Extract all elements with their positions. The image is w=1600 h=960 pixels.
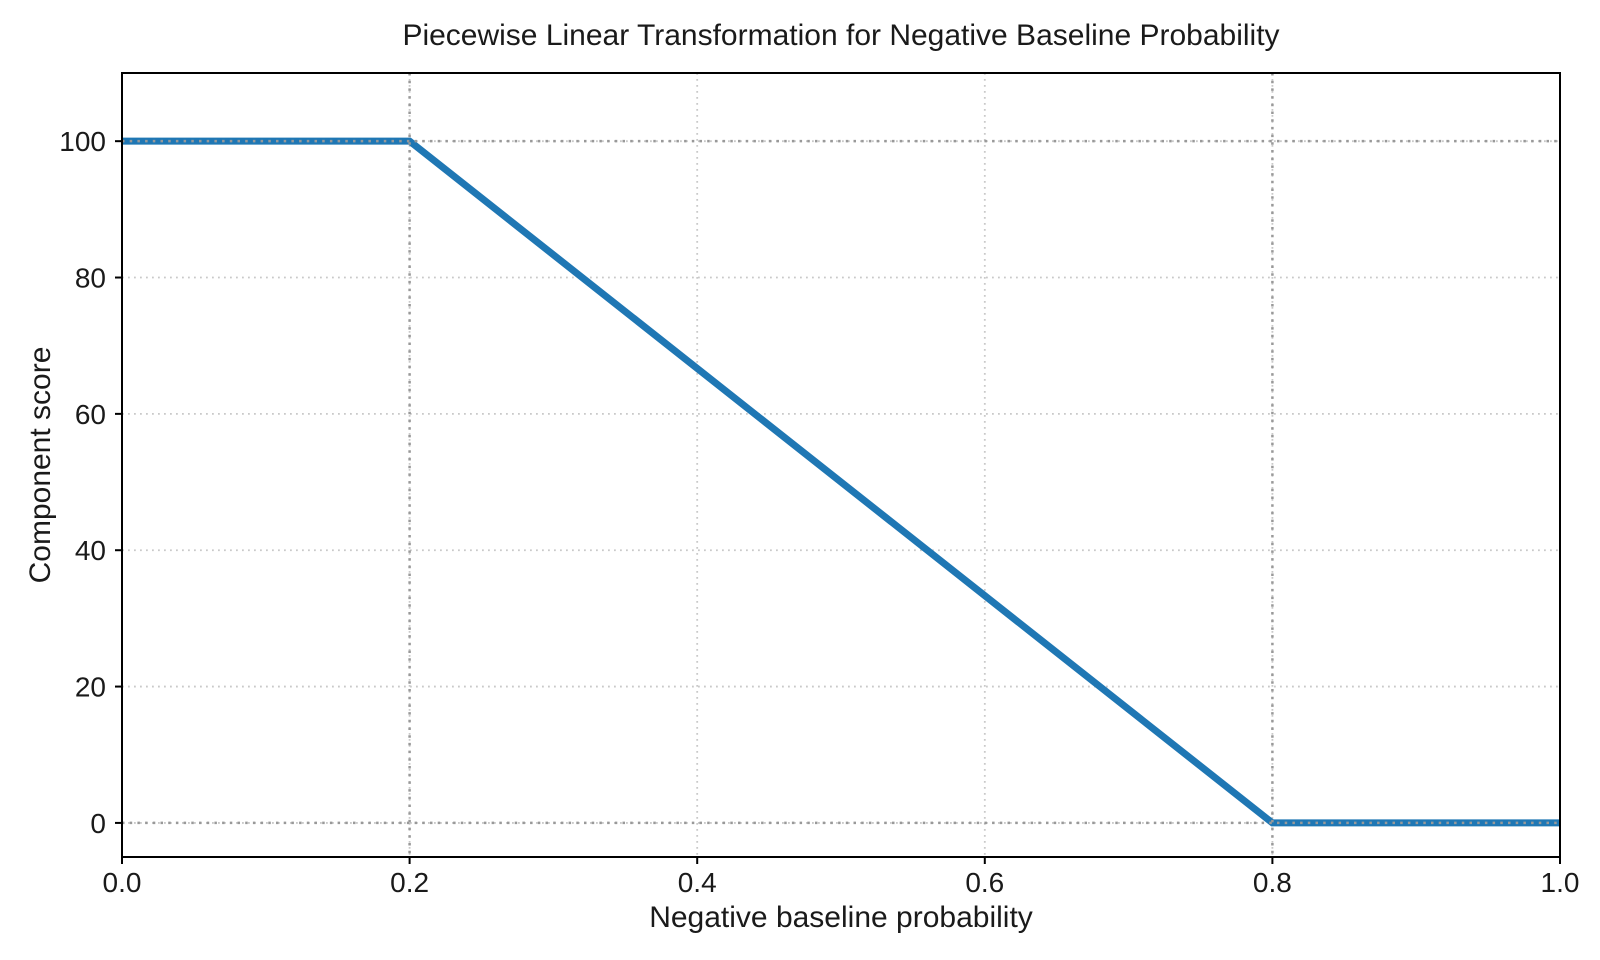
y-tick-label: 40 (75, 535, 106, 566)
grid-layer (121, 73, 1561, 857)
x-tick-label: 0.8 (1253, 867, 1292, 898)
tick-marks-layer (115, 140, 1561, 864)
x-axis-label: Negative baseline probability (649, 901, 1033, 934)
x-tick-label: 0.4 (678, 867, 717, 898)
reference-lines-layer (122, 73, 1560, 857)
x-tick-label: 0.6 (965, 867, 1004, 898)
y-axis-label: Component score (24, 347, 57, 584)
y-tick-label: 100 (59, 126, 106, 157)
y-tick-label: 60 (75, 399, 106, 430)
x-tick-labels: 0.0 0.2 0.4 0.6 0.8 1.0 (103, 867, 1580, 898)
series-line (122, 137, 1560, 827)
y-tick-label: 0 (90, 808, 106, 839)
plot-border (121, 72, 1561, 858)
y-tick-label: 20 (75, 672, 106, 703)
y-tick-labels: 0 20 40 60 80 100 (59, 126, 106, 839)
y-tick-label: 80 (75, 263, 106, 294)
series-layer (122, 137, 1560, 827)
x-tick-label: 1.0 (1541, 867, 1580, 898)
x-tick-label: 0.0 (103, 867, 142, 898)
x-tick-label: 0.2 (390, 867, 429, 898)
chart-title: Piecewise Linear Transformation for Nega… (402, 19, 1279, 52)
